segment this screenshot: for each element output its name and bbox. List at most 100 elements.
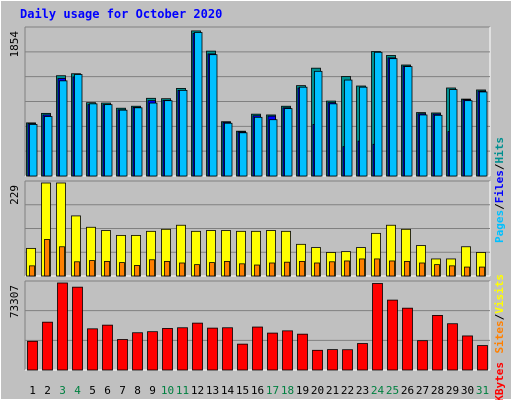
x-tick-label: 22: [341, 384, 354, 397]
pages-bar: [419, 114, 428, 177]
legend-entry: Sites: [493, 320, 506, 353]
legend-entry: KBytes: [493, 362, 506, 400]
x-tick-label: 10: [161, 384, 174, 397]
chart-title: Daily usage for October 2020: [20, 7, 222, 21]
x-tick-label: 28: [431, 384, 444, 397]
kbytes-bar: [57, 282, 68, 371]
legend-entry: /: [493, 313, 506, 320]
x-tick-label: 1: [29, 384, 36, 397]
kbytes-bar: [282, 330, 293, 371]
x-tick-label: 20: [311, 384, 324, 397]
kbytes-bar: [72, 286, 83, 371]
kbytes-bar: [267, 332, 278, 371]
sites-bar: [329, 261, 335, 277]
sites-bar: [389, 260, 395, 277]
kbytes-bar: [252, 326, 263, 371]
sites-bar: [374, 258, 380, 277]
pages-bar: [89, 103, 98, 177]
kbytes-bar: [222, 327, 233, 371]
x-tick-label: 19: [296, 384, 309, 397]
x-tick-label: 16: [251, 384, 264, 397]
hits-files-pages-legend: Pages/Files/Hits: [493, 137, 506, 243]
sites-bar: [59, 246, 65, 277]
pages-bar: [374, 51, 383, 177]
pages-bar: [239, 132, 248, 177]
sites-bar: [209, 262, 215, 277]
kbytes-bar: [102, 324, 113, 371]
series-pages: [29, 32, 488, 177]
kbytes-bar: [147, 331, 158, 371]
sites-bar: [284, 261, 290, 277]
pages-bar: [44, 116, 53, 177]
x-tick-label: 2: [44, 384, 51, 397]
x-tick-label: 14: [221, 384, 235, 397]
sites-bar: [314, 262, 320, 277]
x-tick-label: 24: [371, 384, 385, 397]
series-kbytes: [27, 282, 488, 371]
sites-bar: [89, 260, 95, 277]
sites-bar: [269, 262, 275, 277]
legend-entry: Visits: [493, 274, 506, 314]
kbytes-bar: [207, 327, 218, 371]
x-tick-label: 7: [119, 384, 126, 397]
pages-bar: [269, 119, 278, 177]
pages-bar: [74, 74, 83, 177]
pages-bar: [479, 91, 488, 177]
pages-bar: [254, 116, 263, 177]
kbytes-bar: [192, 322, 203, 371]
kbytes-bar: [327, 349, 338, 371]
kbytes-bar: [42, 321, 53, 371]
x-tick-label: 8: [134, 384, 141, 397]
x-tick-label: 15: [236, 384, 249, 397]
pages-bar: [434, 114, 443, 177]
sites-bar: [254, 264, 260, 277]
sites-bar: [449, 265, 455, 277]
kbytes-bar: [177, 327, 188, 371]
sites-bar: [104, 260, 110, 277]
x-tick-label: 12: [191, 384, 204, 397]
sites-bar: [299, 260, 305, 277]
kbytes-bar: [117, 339, 128, 371]
x-tick-label: 5: [89, 384, 96, 397]
pages-bar: [134, 107, 143, 177]
kbytes-bar: [477, 345, 488, 371]
kbytes-bar: [132, 332, 143, 371]
sites-bar: [149, 259, 155, 277]
pages-bar: [449, 89, 458, 177]
kbytes-bar: [447, 323, 458, 371]
sites-bar: [134, 265, 140, 277]
x-tick-label: 23: [356, 384, 369, 397]
sites-bar: [224, 260, 230, 277]
sites-bar: [464, 266, 470, 277]
pages-bar: [29, 124, 38, 177]
pages-bar: [194, 32, 203, 177]
x-tick-label: 11: [176, 384, 189, 397]
legend-entry: Pages: [493, 210, 506, 243]
kbytes-bar: [27, 340, 38, 371]
pages-bar: [404, 66, 413, 177]
pages-bar: [344, 79, 353, 177]
x-tick-label: 25: [386, 384, 399, 397]
x-tick-label: 18: [281, 384, 294, 397]
x-tick-label: 27: [416, 384, 429, 397]
pages-bar: [119, 109, 128, 177]
kbytes-bar: [342, 349, 353, 371]
x-tick-label: 6: [104, 384, 111, 397]
sites-bar: [194, 264, 200, 277]
legend-entry: Hits: [493, 137, 506, 164]
pages-bar: [329, 103, 338, 177]
pages-bar: [164, 100, 173, 177]
pages-bar: [389, 58, 398, 177]
sites-bar: [239, 263, 245, 277]
x-tick-label: 26: [401, 384, 414, 397]
sites-bar: [479, 266, 485, 277]
x-tick-label: 29: [446, 384, 459, 397]
panels: 1854Pages/Files/Hits229Sites/Visits73307…: [8, 26, 506, 402]
visits-sites-legend: Sites/Visits: [493, 274, 506, 354]
legend-entry: Files: [493, 170, 506, 203]
sites-bar: [179, 262, 185, 277]
legend-entry: /: [493, 163, 506, 170]
x-tick-label: 31: [476, 384, 489, 397]
pages-bar: [149, 102, 158, 177]
